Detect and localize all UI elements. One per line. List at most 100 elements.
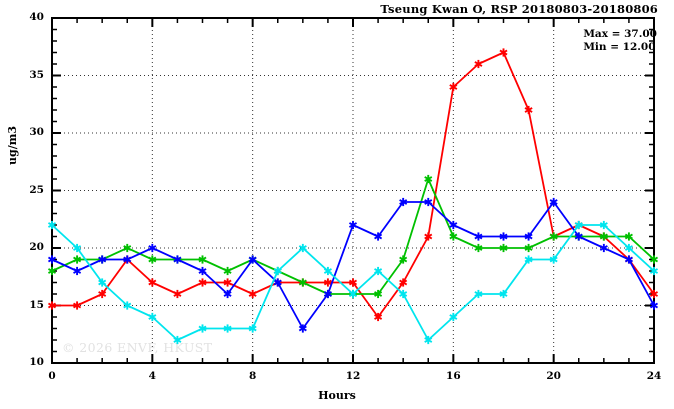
data-point-marker bbox=[574, 232, 583, 241]
data-series bbox=[47, 220, 659, 345]
y-tick-label: 20 bbox=[29, 241, 44, 253]
x-tick-label: 4 bbox=[148, 370, 156, 382]
chart-title: Tseung Kwan O, RSP 20180803-20180806 bbox=[380, 2, 658, 16]
x-tick-label: 8 bbox=[249, 370, 257, 382]
data-point-marker bbox=[223, 278, 232, 287]
data-point-marker bbox=[148, 243, 157, 253]
data-point-marker bbox=[47, 266, 57, 276]
data-point-marker bbox=[323, 289, 332, 299]
data-point-marker bbox=[449, 82, 458, 92]
data-point-marker bbox=[549, 232, 558, 241]
data-point-marker bbox=[198, 266, 207, 276]
data-point-marker bbox=[424, 174, 433, 184]
data-point-marker bbox=[474, 232, 483, 241]
data-point-marker bbox=[374, 312, 383, 322]
data-point-marker bbox=[524, 255, 533, 264]
data-point-marker bbox=[73, 255, 82, 264]
data-point-marker bbox=[198, 255, 207, 264]
data-point-marker bbox=[374, 289, 383, 299]
data-point-marker bbox=[449, 220, 458, 230]
x-tick-label: 20 bbox=[546, 370, 561, 382]
data-point-marker bbox=[223, 324, 232, 333]
data-point-marker bbox=[173, 255, 182, 264]
x-tick-label: 24 bbox=[646, 370, 662, 382]
y-tick-label: 35 bbox=[29, 68, 44, 81]
data-point-marker bbox=[173, 289, 182, 299]
data-point-marker bbox=[198, 324, 207, 333]
data-point-marker bbox=[273, 266, 282, 276]
data-point-marker bbox=[399, 278, 408, 287]
stats-legend: Max = 37.00 Min = 12.00 bbox=[583, 28, 657, 54]
data-point-marker bbox=[424, 197, 433, 207]
data-point-marker bbox=[248, 255, 257, 264]
x-tick-label: 0 bbox=[48, 370, 56, 382]
data-point-marker bbox=[424, 232, 433, 241]
y-tick-label: 10 bbox=[29, 356, 44, 368]
data-point-marker bbox=[323, 278, 332, 287]
data-point-marker bbox=[73, 243, 82, 253]
data-point-marker bbox=[273, 278, 282, 287]
watermark: © 2026 ENVF, HKUST bbox=[62, 340, 213, 355]
data-point-marker bbox=[123, 255, 132, 264]
x-tick-label: 16 bbox=[446, 370, 461, 382]
data-point-marker bbox=[649, 289, 659, 299]
x-tick-label: 12 bbox=[345, 370, 361, 382]
data-series bbox=[47, 48, 659, 322]
data-point-marker bbox=[47, 255, 57, 264]
data-point-marker bbox=[599, 232, 608, 241]
data-point-marker bbox=[399, 197, 408, 207]
data-point-marker bbox=[198, 278, 207, 287]
min-value-label: Min = 12.00 bbox=[583, 41, 656, 53]
data-point-marker bbox=[173, 335, 182, 345]
data-point-marker bbox=[524, 105, 533, 115]
data-point-marker bbox=[348, 278, 358, 287]
data-point-marker bbox=[148, 312, 157, 322]
data-point-marker bbox=[47, 301, 57, 310]
data-point-marker bbox=[298, 278, 307, 287]
data-point-marker bbox=[499, 232, 508, 241]
data-point-marker bbox=[474, 59, 483, 69]
data-point-marker bbox=[374, 232, 383, 241]
data-point-marker bbox=[399, 289, 408, 299]
data-point-marker bbox=[524, 232, 533, 241]
y-tick-label: 40 bbox=[29, 11, 44, 23]
data-point-marker bbox=[73, 266, 82, 276]
data-point-marker bbox=[549, 197, 558, 207]
data-point-marker bbox=[248, 289, 257, 299]
y-tick-label: 15 bbox=[29, 298, 44, 311]
data-series-group bbox=[47, 48, 659, 345]
data-point-marker bbox=[399, 255, 408, 264]
y-tick-label: 25 bbox=[29, 183, 44, 196]
data-point-marker bbox=[98, 278, 107, 287]
data-point-marker bbox=[123, 301, 132, 310]
data-point-marker bbox=[524, 243, 533, 253]
data-point-marker bbox=[649, 301, 659, 310]
series-line bbox=[51, 51, 655, 318]
data-point-marker bbox=[499, 48, 508, 57]
gridlines bbox=[52, 18, 654, 363]
data-point-marker bbox=[323, 266, 332, 276]
data-point-marker bbox=[649, 266, 659, 276]
data-point-marker bbox=[449, 232, 458, 241]
data-point-marker bbox=[223, 266, 232, 276]
data-point-marker bbox=[574, 220, 583, 230]
data-point-marker bbox=[123, 243, 132, 253]
data-point-marker bbox=[624, 255, 633, 264]
data-point-marker bbox=[424, 335, 433, 345]
data-point-marker bbox=[47, 220, 57, 230]
data-point-marker bbox=[474, 243, 483, 253]
axes-frame bbox=[51, 17, 655, 364]
data-series bbox=[47, 197, 659, 333]
max-value-label: Max = 37.00 bbox=[583, 28, 657, 40]
data-point-marker bbox=[624, 243, 633, 253]
data-point-marker bbox=[148, 255, 157, 264]
data-point-marker bbox=[599, 220, 608, 230]
data-point-marker bbox=[148, 278, 157, 287]
plot-frame bbox=[51, 17, 655, 364]
series-line bbox=[51, 178, 655, 295]
data-point-marker bbox=[499, 243, 508, 253]
data-point-marker bbox=[73, 301, 82, 310]
data-point-marker bbox=[499, 289, 508, 299]
data-point-marker bbox=[649, 255, 659, 264]
